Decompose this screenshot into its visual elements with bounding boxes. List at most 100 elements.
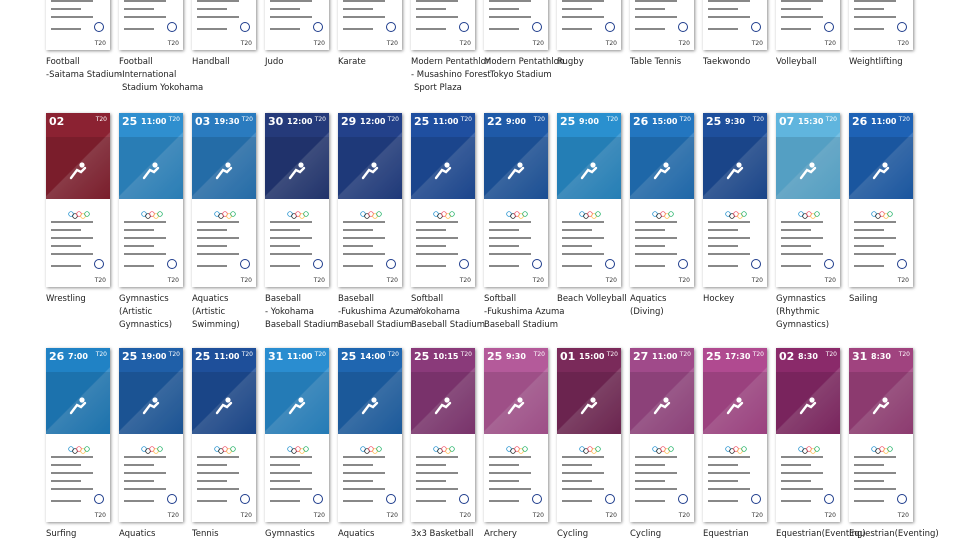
caption: Rugby — [557, 57, 584, 67]
ticket-text-line — [270, 480, 300, 482]
ticket-text-line — [708, 500, 738, 502]
ticket-text-line — [708, 464, 738, 466]
ticket-text-line — [489, 464, 519, 466]
pictogram-icon — [142, 162, 160, 180]
ticket-text-line — [854, 456, 896, 458]
ticket-time: 15:30 — [798, 117, 824, 126]
ticket-text-line — [781, 480, 811, 482]
caption: Aquatics — [338, 529, 375, 539]
ticket: T20 25 11:00 T20 — [119, 113, 183, 287]
caption: Softball — [484, 294, 517, 304]
ticket-text-line — [708, 8, 738, 10]
pictogram — [798, 161, 818, 181]
caption: Baseball — [265, 294, 302, 304]
ticket-text-line — [781, 16, 823, 18]
ticket-header: T20 25 11:00 — [192, 348, 256, 434]
ticket-text-line — [781, 456, 823, 458]
ticket-code: T20 — [168, 116, 180, 123]
ticket-text-line — [562, 480, 592, 482]
ticket-text-line — [343, 253, 385, 255]
ticket: T20 — [484, 0, 548, 50]
ticket-text-line — [343, 265, 373, 267]
header-block — [411, 137, 475, 199]
olympic-rings — [214, 204, 236, 219]
ticket: T20 25 9:30 T20 — [484, 348, 548, 522]
pictogram — [798, 396, 818, 416]
ticket-text-line — [708, 237, 750, 239]
ticket-text-line — [708, 221, 750, 223]
ticket-text-line — [124, 237, 166, 239]
ticket: T20 — [411, 0, 475, 50]
ticket-text-line — [270, 16, 312, 18]
ticket-text-line — [708, 28, 738, 30]
ticket: T20 26 7:00 T20 — [46, 348, 110, 522]
emblem — [167, 22, 177, 32]
pictogram — [287, 396, 307, 416]
ticket-header: T20 25 11:00 — [411, 113, 475, 199]
emblem — [94, 494, 104, 504]
emblem — [751, 22, 761, 32]
ticket-code: T20 — [387, 351, 399, 358]
caption: Softball — [411, 294, 444, 304]
ticket-text-line — [197, 221, 239, 223]
ticket-day: 25 — [560, 115, 576, 128]
olympic-rings — [141, 439, 163, 454]
caption: Karate — [338, 57, 366, 67]
pictogram-icon — [653, 397, 671, 415]
ticket-text-line — [708, 456, 750, 458]
ticket-code: T20 — [460, 116, 472, 123]
pictogram — [214, 396, 234, 416]
caption: Equestrian(Eventing) — [776, 529, 866, 539]
pictogram-icon — [580, 397, 598, 415]
header-block — [484, 137, 548, 199]
ticket-text-line — [489, 253, 531, 255]
ticket-text-line — [270, 488, 312, 490]
ticket-day: 31 — [852, 350, 868, 363]
rings-icon — [214, 446, 236, 454]
ticket-time: 19:00 — [141, 352, 167, 361]
ticket-text-line — [270, 500, 300, 502]
ticket: T20 03 19:30 T20 — [192, 113, 256, 287]
ticket-text-line — [343, 456, 385, 458]
emblem — [386, 22, 396, 32]
rings-icon — [433, 211, 455, 219]
pictogram — [360, 396, 380, 416]
ticket-text-line — [854, 500, 884, 502]
ticket-code: T20 — [94, 512, 106, 519]
ticket-text-line — [343, 464, 373, 466]
ticket-code: T20 — [824, 277, 836, 284]
caption: Taekwondo — [703, 57, 751, 67]
ticket-text-line — [562, 229, 592, 231]
header-block — [46, 372, 110, 434]
caption: - Musashino Forest — [411, 69, 491, 80]
ticket-text-line — [854, 265, 884, 267]
ticket-text-line — [781, 500, 811, 502]
ticket-text-line — [197, 8, 227, 10]
ticket-text-line — [124, 472, 166, 474]
ticket-code: T20 — [167, 512, 179, 519]
ticket: T20 — [46, 0, 110, 50]
ticket-text-line — [124, 500, 154, 502]
header-block — [484, 372, 548, 434]
ticket-text-line — [562, 8, 592, 10]
ticket-code: T20 — [605, 40, 617, 47]
ticket-text-line — [416, 480, 446, 482]
ticket-code: T20 — [897, 277, 909, 284]
caption: Swimming) — [192, 319, 240, 330]
header-block — [776, 137, 840, 199]
ticket-text-line — [854, 221, 896, 223]
ticket-header: T20 26 11:00 — [849, 113, 913, 199]
ticket-day: 25 — [122, 350, 138, 363]
ticket-text-line — [781, 472, 823, 474]
ticket-text-line — [635, 480, 665, 482]
olympic-rings — [141, 204, 163, 219]
rings-icon — [652, 211, 674, 219]
rings-icon — [68, 211, 90, 219]
ticket-code: T20 — [386, 512, 398, 519]
emblem — [605, 494, 615, 504]
ticket-text-line — [854, 245, 884, 247]
pictogram-icon — [361, 397, 379, 415]
ticket-text-line — [343, 229, 373, 231]
ticket-code: T20 — [679, 116, 691, 123]
ticket-text-line — [51, 500, 81, 502]
